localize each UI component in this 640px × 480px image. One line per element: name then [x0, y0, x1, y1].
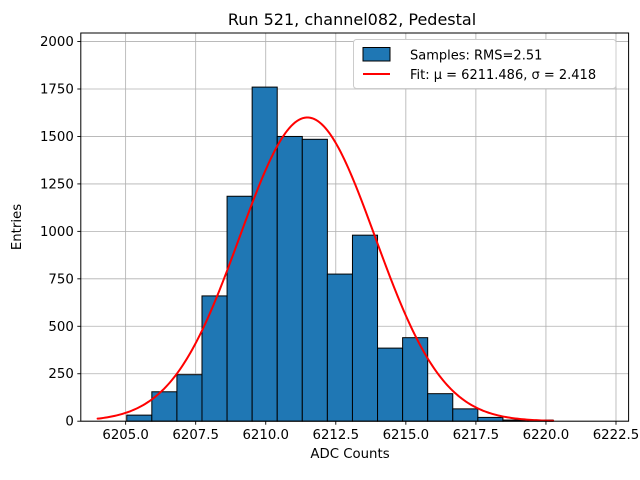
histogram-bar — [427, 393, 454, 422]
histogram-bar — [201, 295, 228, 422]
x-tick-label: 6215.0 — [383, 428, 430, 443]
legend-box — [353, 39, 617, 89]
histogram-bar — [301, 138, 328, 422]
legend-fit-label: Fit: μ = 6211.486, σ = 2.418 — [410, 68, 596, 83]
y-tick-label: 0 — [65, 415, 73, 430]
histogram-bar — [477, 416, 504, 422]
y-tick-label: 250 — [48, 367, 73, 382]
histogram-bar — [351, 234, 379, 422]
y-tick-label: 1000 — [40, 225, 74, 240]
legend: Samples: RMS=2.51 Fit: μ = 6211.486, σ =… — [353, 39, 617, 89]
y-axis-ticks: 0 250 500 750 1000 1250 1500 1750 2000 — [40, 35, 81, 430]
histogram-bar — [326, 273, 353, 422]
fit-curve — [96, 116, 555, 422]
histogram-bar — [176, 374, 203, 422]
x-tick-label: 6222.5 — [593, 428, 640, 443]
x-tick-label: 6205.0 — [102, 428, 149, 443]
histogram-bar — [377, 347, 404, 422]
x-tick-label: 6210.0 — [242, 428, 289, 443]
chart-title: Run 521, channel082, Pedestal — [228, 10, 476, 29]
y-tick-label: 2000 — [40, 35, 74, 50]
histogram-bar — [226, 195, 253, 422]
x-tick-label: 6212.5 — [313, 428, 360, 443]
y-tick-label: 1750 — [40, 82, 74, 97]
histogram-bar — [276, 135, 303, 422]
plot-frame — [80, 32, 630, 422]
histogram-bars — [126, 86, 554, 422]
legend-samples-label: Samples: RMS=2.51 — [410, 49, 542, 64]
histogram-bar — [452, 408, 479, 422]
x-tick-label: 6217.5 — [453, 428, 500, 443]
x-tick-label: 6220.0 — [523, 428, 570, 443]
histogram-bar — [251, 86, 278, 422]
x-axis-label: ADC Counts — [310, 447, 389, 462]
y-tick-label: 500 — [48, 320, 73, 335]
legend-samples-swatch — [362, 47, 391, 62]
y-tick-label: 750 — [48, 272, 73, 287]
x-tick-label: 6207.5 — [172, 428, 219, 443]
y-axis-label: Entries — [10, 204, 25, 250]
x-axis-ticks: 6205.0 6207.5 6210.0 6212.5 6215.0 6217.5 6220… — [102, 421, 639, 443]
histogram-bar — [126, 414, 153, 422]
y-tick-label: 1500 — [40, 130, 74, 145]
y-tick-label: 1250 — [40, 177, 74, 192]
